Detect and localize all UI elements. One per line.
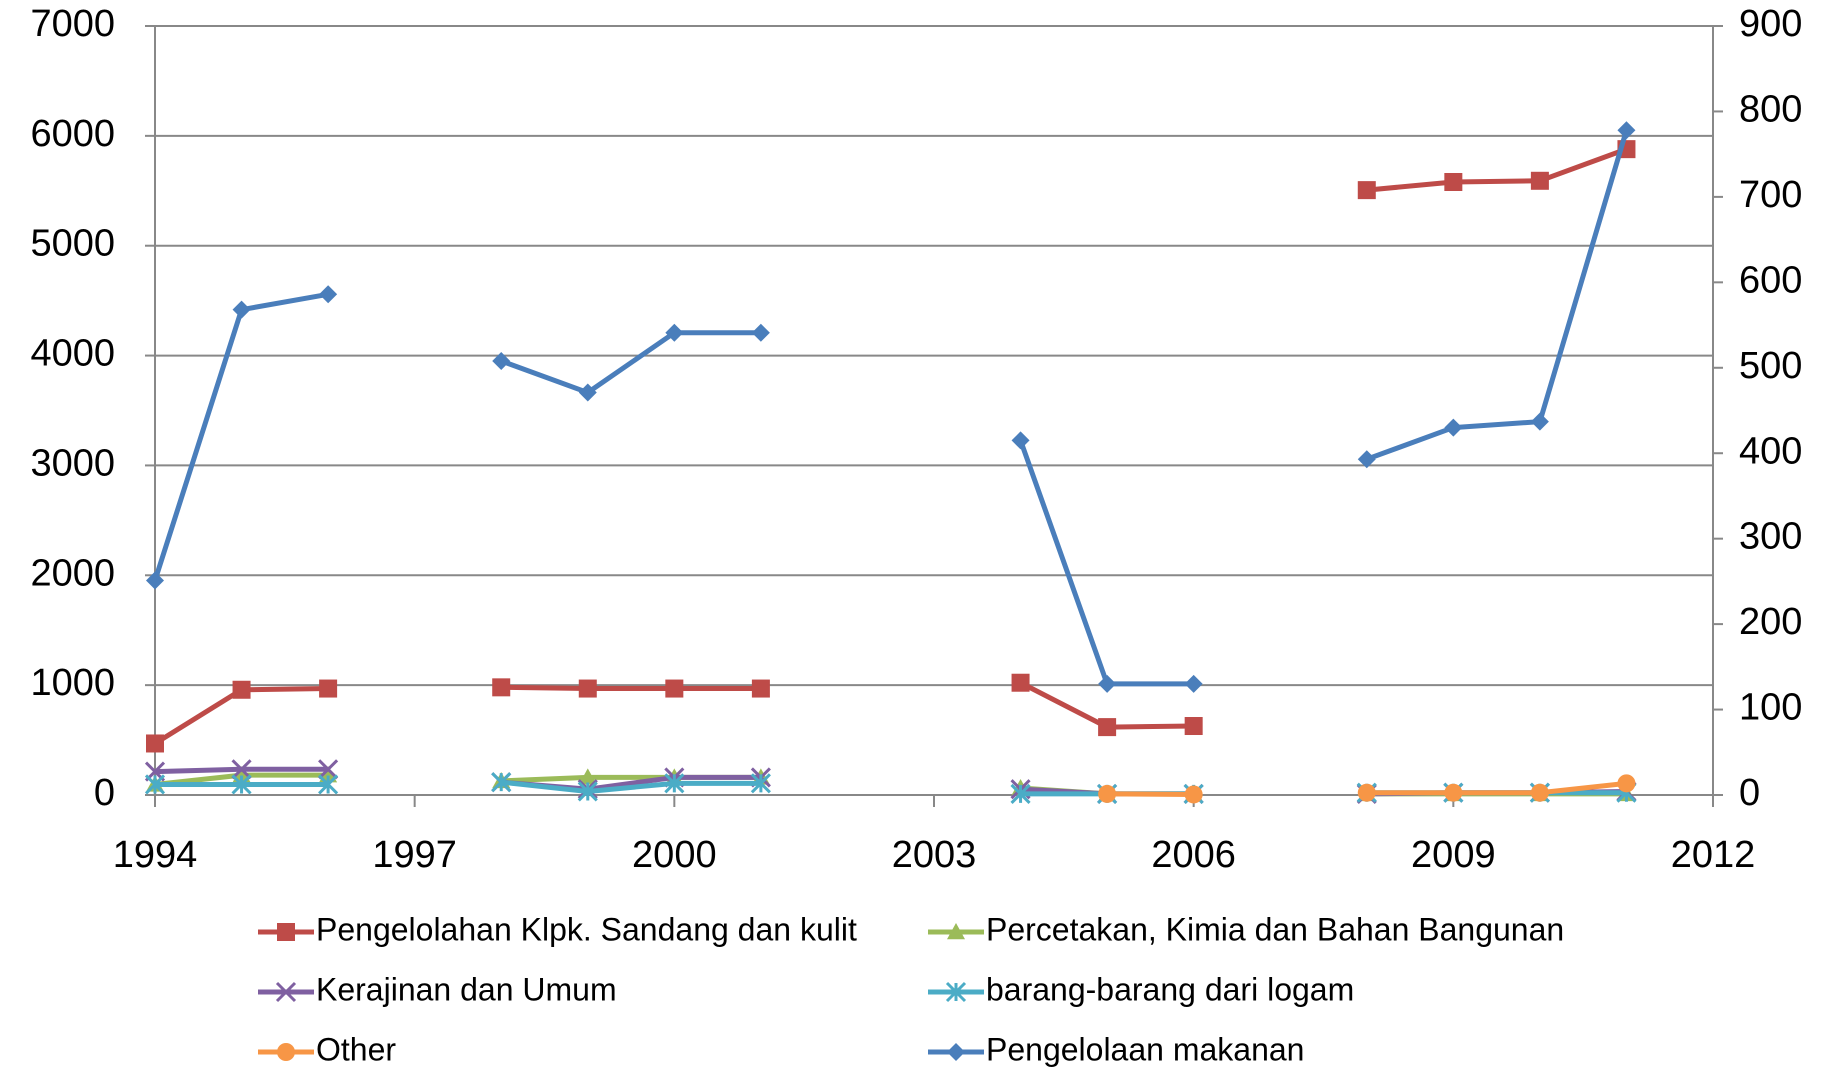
marker bbox=[1098, 784, 1117, 803]
legend-label: Kerajinan dan Umum bbox=[316, 971, 617, 1007]
x-tick-label: 2009 bbox=[1411, 834, 1496, 876]
y-tick-label: 0 bbox=[94, 772, 115, 814]
legend-label: Pengelolahan Klpk. Sandang dan kulit bbox=[316, 911, 857, 947]
marker bbox=[318, 759, 339, 780]
marker bbox=[277, 923, 295, 941]
x-tick-label: 1997 bbox=[372, 834, 457, 876]
marker bbox=[665, 679, 684, 698]
x-tick-label: 2012 bbox=[1671, 834, 1756, 876]
marker bbox=[1357, 783, 1376, 802]
y-tick-label: 5000 bbox=[30, 223, 115, 265]
marker bbox=[275, 981, 297, 1003]
marker bbox=[492, 678, 511, 697]
marker bbox=[1357, 450, 1376, 469]
y-tick-label: 4000 bbox=[30, 333, 115, 375]
marker bbox=[751, 679, 770, 698]
marker bbox=[750, 773, 771, 794]
x-tick-label: 2003 bbox=[892, 834, 977, 876]
marker bbox=[1011, 673, 1030, 692]
marker bbox=[144, 774, 166, 795]
marker bbox=[1010, 783, 1031, 804]
marker bbox=[578, 768, 597, 785]
marker bbox=[319, 285, 338, 304]
marker bbox=[231, 759, 252, 780]
y-tick-label: 1000 bbox=[30, 662, 115, 704]
series-line bbox=[1107, 780, 1627, 797]
x-tick-label: 1994 bbox=[113, 834, 198, 876]
legend-label: Other bbox=[316, 1031, 396, 1067]
legend-label: barang-barang dari logam bbox=[986, 971, 1354, 1007]
y2-tick-label: 400 bbox=[1739, 430, 1802, 472]
marker bbox=[318, 774, 339, 795]
marker bbox=[945, 981, 967, 1003]
series-line bbox=[152, 129, 1629, 687]
y2-tick-label: 800 bbox=[1739, 88, 1802, 130]
marker bbox=[1098, 718, 1117, 737]
marker bbox=[1184, 785, 1203, 804]
y2-tick-label: 0 bbox=[1739, 772, 1760, 814]
x-tick-label: 2006 bbox=[1151, 834, 1236, 876]
y-tick-label: 7000 bbox=[30, 3, 115, 45]
marker bbox=[1530, 171, 1549, 190]
marker bbox=[491, 772, 512, 793]
y2-tick-label: 900 bbox=[1739, 3, 1802, 45]
y-tick-label: 6000 bbox=[30, 113, 115, 155]
marker bbox=[319, 679, 338, 698]
marker bbox=[146, 734, 164, 753]
marker bbox=[751, 323, 770, 342]
marker bbox=[578, 679, 597, 698]
marker bbox=[1098, 674, 1117, 693]
y-tick-label: 3000 bbox=[30, 442, 115, 484]
marker bbox=[947, 1043, 965, 1061]
marker bbox=[1184, 674, 1203, 693]
marker bbox=[578, 383, 597, 402]
marker bbox=[1530, 783, 1549, 802]
marker bbox=[232, 300, 251, 319]
y-tick-label: 2000 bbox=[30, 552, 115, 594]
marker bbox=[1617, 121, 1636, 140]
marker bbox=[1444, 783, 1463, 802]
marker bbox=[1444, 418, 1463, 437]
y2-tick-label: 700 bbox=[1739, 174, 1802, 216]
y2-tick-label: 200 bbox=[1739, 601, 1802, 643]
marker bbox=[665, 323, 684, 342]
marker bbox=[1184, 717, 1203, 736]
y2-tick-label: 500 bbox=[1739, 345, 1802, 387]
marker bbox=[492, 351, 511, 370]
y2-tick-label: 100 bbox=[1739, 687, 1802, 729]
x-tick-label: 2000 bbox=[632, 834, 717, 876]
legend-label: Percetakan, Kimia dan Bahan Bangunan bbox=[986, 911, 1564, 947]
marker bbox=[231, 774, 252, 795]
marker bbox=[577, 781, 598, 802]
marker bbox=[947, 923, 965, 940]
marker bbox=[146, 571, 164, 590]
marker bbox=[1011, 431, 1030, 450]
y2-tick-label: 300 bbox=[1739, 516, 1802, 558]
y2-tick-label: 600 bbox=[1739, 259, 1802, 301]
marker bbox=[1444, 172, 1463, 191]
marker bbox=[277, 1043, 295, 1061]
legend-label: Pengelolaan makanan bbox=[986, 1031, 1304, 1067]
marker bbox=[1617, 774, 1636, 793]
marker bbox=[232, 680, 251, 699]
marker bbox=[1357, 181, 1376, 200]
marker bbox=[664, 773, 685, 794]
marker bbox=[1530, 412, 1549, 431]
